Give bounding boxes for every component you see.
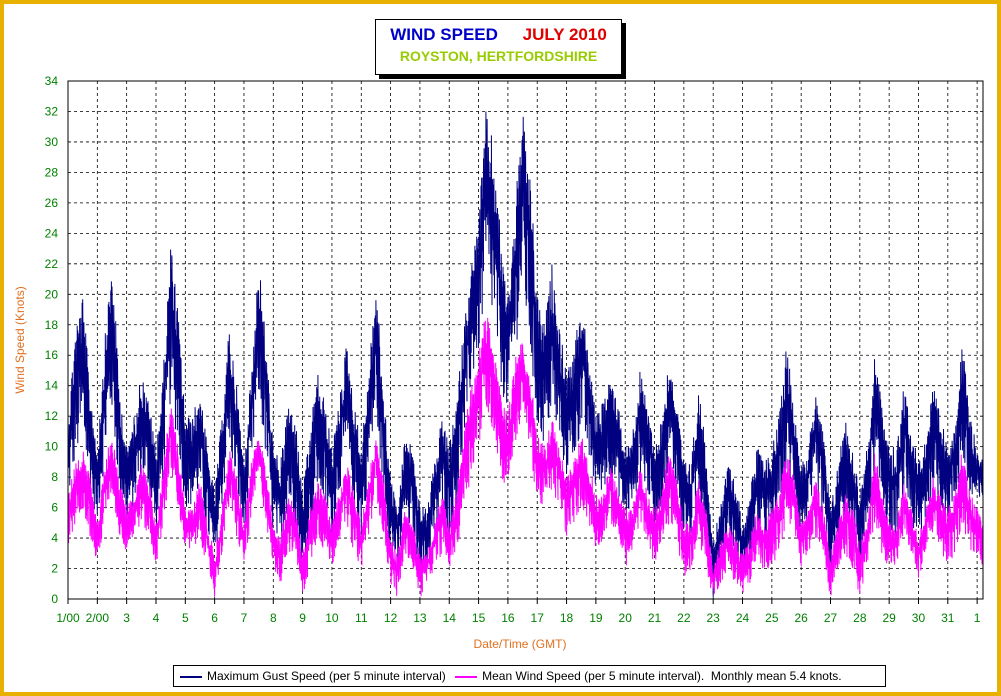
y-tick-label: 26	[45, 196, 59, 210]
legend-swatch-gust	[180, 675, 202, 678]
x-tick-label: 24	[736, 611, 750, 625]
chart-subtitle: ROYSTON, HERTFORDSHIRE	[399, 48, 598, 64]
y-tick-label: 20	[45, 287, 59, 301]
legend: Maximum Gust Speed (per 5 minute interva…	[173, 665, 886, 687]
y-tick-label: 2	[51, 562, 58, 576]
y-tick-label: 14	[45, 379, 59, 393]
x-tick-label: 9	[299, 611, 306, 625]
x-axis-title: Date/Time (GMT)	[474, 637, 567, 651]
y-tick-label: 18	[45, 318, 59, 332]
x-tick-label: 17	[531, 611, 545, 625]
x-tick-label: 27	[824, 611, 838, 625]
x-tick-label: 3	[123, 611, 130, 625]
chart-title: WIND SPEED	[390, 25, 498, 44]
x-tick-label: 20	[619, 611, 633, 625]
x-tick-label: 2/00	[86, 611, 110, 625]
x-tick-label: 1	[974, 611, 981, 625]
y-tick-label: 0	[51, 592, 58, 606]
x-tick-label: 25	[765, 611, 779, 625]
y-tick-label: 28	[45, 165, 59, 179]
x-tick-label: 21	[648, 611, 662, 625]
x-tick-label: 8	[270, 611, 277, 625]
y-tick-label: 4	[51, 531, 58, 545]
x-tick-label: 16	[501, 611, 515, 625]
x-tick-label: 29	[882, 611, 896, 625]
x-tick-label: 22	[677, 611, 691, 625]
x-tick-label: 1/00	[56, 611, 80, 625]
chart-title-box: WIND SPEED JULY 2010 ROYSTON, HERTFORDSH…	[375, 19, 622, 75]
y-tick-label: 16	[45, 348, 59, 362]
y-tick-label: 24	[45, 226, 59, 240]
chart-title-month: JULY 2010	[522, 25, 607, 44]
legend-item-mean: Mean Wind Speed (per 5 minute interval).…	[449, 666, 842, 686]
y-tick-label: 8	[51, 470, 58, 484]
y-tick-label: 32	[45, 104, 59, 118]
x-tick-label: 19	[589, 611, 603, 625]
legend-label-mean: Mean Wind Speed (per 5 minute interval).…	[482, 669, 842, 683]
y-tick-label: 6	[51, 501, 58, 515]
y-tick-label: 34	[45, 74, 59, 88]
series-gust-line	[67, 111, 984, 597]
y-tick-label: 10	[45, 440, 59, 454]
x-tick-label: 23	[707, 611, 721, 625]
legend-label-gust: Maximum Gust Speed (per 5 minute interva…	[207, 669, 446, 683]
plot-border	[67, 80, 984, 600]
x-tick-label: 14	[443, 611, 457, 625]
legend-item-gust: Maximum Gust Speed (per 5 minute interva…	[174, 666, 446, 686]
x-tick-label: 26	[794, 611, 808, 625]
x-tick-label: 11	[355, 611, 368, 625]
x-tick-label: 5	[182, 611, 189, 625]
x-tick-label: 4	[153, 611, 160, 625]
y-tick-label: 12	[45, 409, 59, 423]
y-tick-label: 30	[45, 135, 59, 149]
y-tick-label: 22	[45, 257, 59, 271]
x-tick-label: 30	[912, 611, 926, 625]
legend-swatch-mean	[455, 675, 478, 678]
x-tick-label: 7	[241, 611, 248, 625]
x-tick-label: 28	[853, 611, 867, 625]
x-tick-label: 10	[325, 611, 339, 625]
x-tick-label: 31	[941, 611, 955, 625]
x-tick-label: 6	[211, 611, 218, 625]
x-tick-label: 15	[472, 611, 486, 625]
x-tick-label: 18	[560, 611, 574, 625]
x-tick-label: 13	[413, 611, 427, 625]
x-tick-label: 12	[384, 611, 398, 625]
y-axis-title: Wind Speed (Knots)	[13, 286, 27, 393]
series-mean-line	[67, 317, 984, 597]
